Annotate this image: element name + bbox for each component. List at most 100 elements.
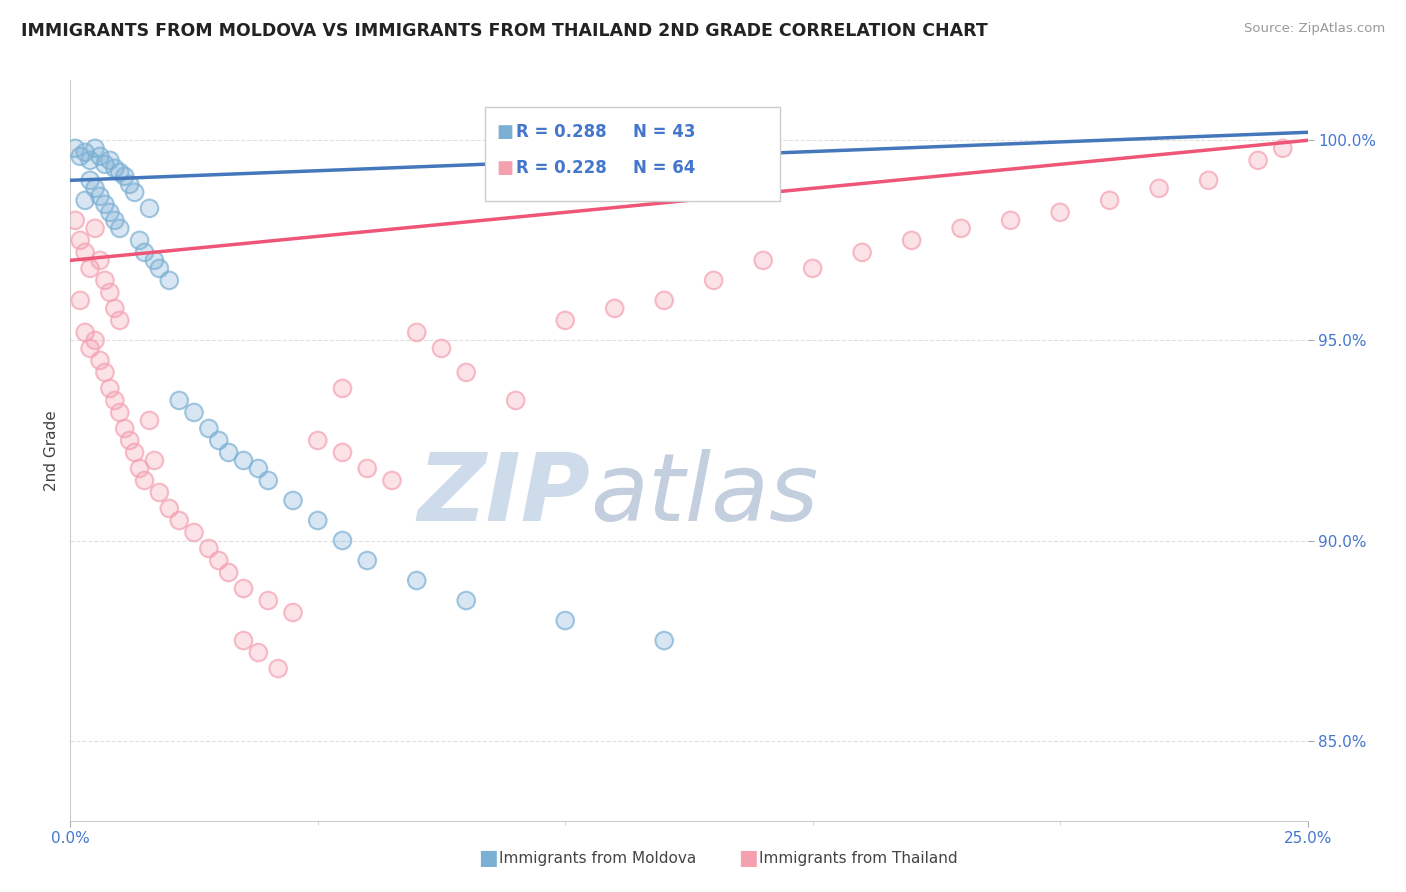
Point — [79, 342, 101, 356]
Point — [950, 221, 973, 235]
Point — [114, 421, 136, 435]
Point — [84, 221, 107, 235]
Point — [79, 153, 101, 168]
Text: N = 64: N = 64 — [633, 159, 695, 177]
Point — [247, 461, 270, 475]
Point — [79, 261, 101, 276]
Point — [84, 141, 107, 155]
Point — [143, 453, 166, 467]
Point — [332, 381, 354, 395]
Point — [143, 453, 166, 467]
Point — [603, 301, 626, 316]
Point — [79, 153, 101, 168]
Point — [94, 157, 117, 171]
Point — [1000, 213, 1022, 227]
Point — [332, 533, 354, 548]
Point — [1049, 205, 1071, 219]
Point — [1147, 181, 1170, 195]
Point — [554, 614, 576, 628]
Point — [1198, 173, 1220, 187]
Point — [950, 221, 973, 235]
Point — [89, 353, 111, 368]
Point — [505, 393, 527, 408]
Point — [84, 181, 107, 195]
Point — [167, 514, 190, 528]
Point — [1049, 205, 1071, 219]
Point — [381, 474, 404, 488]
Point — [247, 461, 270, 475]
Point — [1271, 141, 1294, 155]
Point — [128, 233, 150, 247]
Point — [1247, 153, 1270, 168]
Point — [148, 261, 170, 276]
Point — [381, 474, 404, 488]
Point — [257, 593, 280, 607]
Point — [148, 485, 170, 500]
Point — [1098, 194, 1121, 208]
Point — [124, 445, 146, 459]
Point — [75, 326, 97, 340]
Point — [104, 161, 127, 176]
Point — [332, 445, 354, 459]
Point — [703, 273, 725, 287]
Point — [79, 261, 101, 276]
Point — [1198, 173, 1220, 187]
Point — [198, 541, 221, 556]
Point — [1147, 181, 1170, 195]
Point — [65, 141, 87, 155]
Point — [148, 261, 170, 276]
Point — [108, 405, 131, 419]
Point — [652, 293, 675, 308]
Point — [89, 189, 111, 203]
Point — [104, 213, 127, 227]
Point — [98, 285, 121, 300]
Point — [603, 301, 626, 316]
Point — [281, 606, 304, 620]
Point — [257, 474, 280, 488]
Text: IMMIGRANTS FROM MOLDOVA VS IMMIGRANTS FROM THAILAND 2ND GRADE CORRELATION CHART: IMMIGRANTS FROM MOLDOVA VS IMMIGRANTS FR… — [21, 22, 988, 40]
Point — [94, 197, 117, 211]
Point — [143, 253, 166, 268]
Point — [1271, 141, 1294, 155]
Point — [183, 405, 205, 419]
Point — [456, 366, 478, 380]
Point — [652, 633, 675, 648]
Point — [94, 273, 117, 287]
Point — [65, 141, 87, 155]
Point — [307, 514, 329, 528]
Point — [232, 582, 254, 596]
Text: Immigrants from Moldova: Immigrants from Moldova — [499, 851, 696, 865]
Point — [98, 285, 121, 300]
Point — [208, 553, 231, 567]
Point — [281, 493, 304, 508]
Point — [84, 221, 107, 235]
Point — [98, 205, 121, 219]
Point — [332, 381, 354, 395]
Point — [356, 461, 378, 475]
Point — [69, 293, 91, 308]
Point — [89, 149, 111, 163]
Point — [167, 393, 190, 408]
Point — [108, 165, 131, 179]
Text: N = 43: N = 43 — [633, 123, 695, 141]
Point — [118, 178, 141, 192]
Point — [218, 566, 240, 580]
Point — [157, 273, 180, 287]
Point — [801, 261, 824, 276]
Point — [183, 525, 205, 540]
Point — [79, 173, 101, 187]
Point — [98, 153, 121, 168]
Point — [405, 574, 427, 588]
Text: ZIP: ZIP — [418, 449, 591, 541]
Point — [405, 574, 427, 588]
Point — [851, 245, 873, 260]
Point — [900, 233, 922, 247]
Text: R = 0.288: R = 0.288 — [516, 123, 606, 141]
Point — [94, 197, 117, 211]
Point — [108, 313, 131, 327]
Point — [79, 173, 101, 187]
Point — [257, 593, 280, 607]
Point — [118, 178, 141, 192]
Point — [104, 301, 127, 316]
Point — [79, 342, 101, 356]
